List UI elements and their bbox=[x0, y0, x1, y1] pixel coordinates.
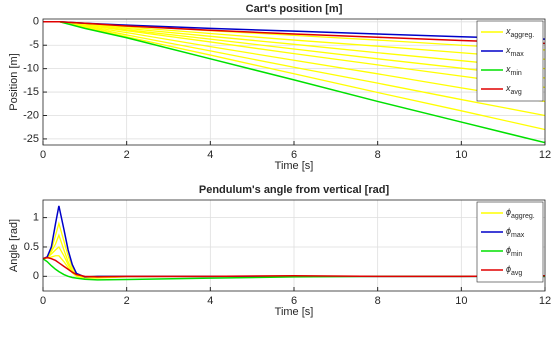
lines bbox=[43, 205, 545, 281]
x-axis-label: Time [s] bbox=[275, 306, 314, 318]
legend-subscript: max bbox=[511, 232, 525, 239]
y-tick-label: -15 bbox=[23, 86, 39, 98]
x-tick-label: 4 bbox=[207, 149, 213, 161]
legend-name: ϕ bbox=[506, 245, 511, 255]
legend-label: ϕaggreg. bbox=[506, 207, 535, 219]
legend-name: x bbox=[505, 83, 511, 93]
x-tick-label: 6 bbox=[291, 295, 297, 307]
legend-box bbox=[476, 201, 544, 283]
subplot: 0 2 4 6 8 10 12 0 0.5 1 Pendulum's angle from vert… bbox=[8, 184, 551, 318]
chart-title: Cart's position [m] bbox=[246, 3, 343, 15]
legend-label: xmax bbox=[505, 45, 524, 57]
legend-subscript: avg bbox=[511, 270, 522, 277]
legend-name: x bbox=[505, 26, 511, 36]
legend-subscript: min bbox=[511, 251, 522, 258]
y-tick-label: 0 bbox=[33, 270, 39, 282]
legend-box bbox=[476, 20, 544, 102]
x-tick-label: 0 bbox=[40, 295, 46, 307]
legend-name: ϕ bbox=[506, 226, 511, 236]
legend-subscript: min bbox=[511, 70, 522, 77]
x-tick-label: 10 bbox=[455, 149, 467, 161]
legend-subscript: max bbox=[511, 51, 525, 58]
y-tick-label: -20 bbox=[23, 109, 39, 121]
x-tick-label: 6 bbox=[291, 149, 297, 161]
y-tick-label: -5 bbox=[29, 39, 39, 51]
chart-title: Pendulum's angle from vertical [rad] bbox=[199, 184, 390, 196]
x-tick-label: 2 bbox=[124, 295, 130, 307]
y-tick-label: 1 bbox=[33, 212, 39, 224]
series-line bbox=[43, 21, 545, 144]
legend-subscript: avg bbox=[511, 89, 522, 96]
legend-label: xaggreg. bbox=[505, 26, 534, 38]
x-tick-label: 4 bbox=[207, 295, 213, 307]
legend-label: ϕavg bbox=[506, 264, 522, 276]
legend-subscript: aggreg. bbox=[511, 32, 535, 39]
series-line bbox=[43, 256, 545, 278]
y-tick-label: 0 bbox=[33, 16, 39, 28]
x-axis-label: Time [s] bbox=[275, 160, 314, 172]
lines bbox=[43, 21, 545, 144]
legend-label: xavg bbox=[505, 83, 522, 95]
legend-name: x bbox=[505, 64, 511, 74]
legend-label: ϕmax bbox=[506, 226, 525, 238]
x-tick-label: 8 bbox=[375, 149, 381, 161]
y-axis-label: Position [m] bbox=[8, 53, 20, 110]
y-axis-label: Angle [rad] bbox=[8, 219, 20, 272]
legend-name: x bbox=[505, 45, 511, 55]
legend-label: xmin bbox=[505, 64, 522, 76]
x-tick-label: 10 bbox=[455, 295, 467, 307]
y-tick-label: -10 bbox=[23, 63, 39, 75]
series-line bbox=[43, 21, 545, 45]
series-line bbox=[43, 258, 545, 281]
x-tick-label: 8 bbox=[375, 295, 381, 307]
x-tick-label: 0 bbox=[40, 149, 46, 161]
legend-subscript: aggreg. bbox=[511, 213, 535, 220]
y-tick-label: 0.5 bbox=[24, 241, 39, 253]
y-tick-label: -25 bbox=[23, 133, 39, 145]
x-tick-label: 12 bbox=[539, 295, 551, 307]
legend-name: ϕ bbox=[506, 264, 511, 274]
x-tick-label: 2 bbox=[124, 149, 130, 161]
legend-name: ϕ bbox=[506, 207, 511, 217]
subplot: 0 2 4 6 8 10 12 0 -5 -10 -15 -20 -25 Cart's position … bbox=[8, 3, 551, 172]
axes-box bbox=[42, 18, 546, 146]
legend-label: ϕmin bbox=[506, 245, 522, 257]
axes-box bbox=[42, 199, 546, 292]
x-tick-label: 12 bbox=[539, 149, 551, 161]
